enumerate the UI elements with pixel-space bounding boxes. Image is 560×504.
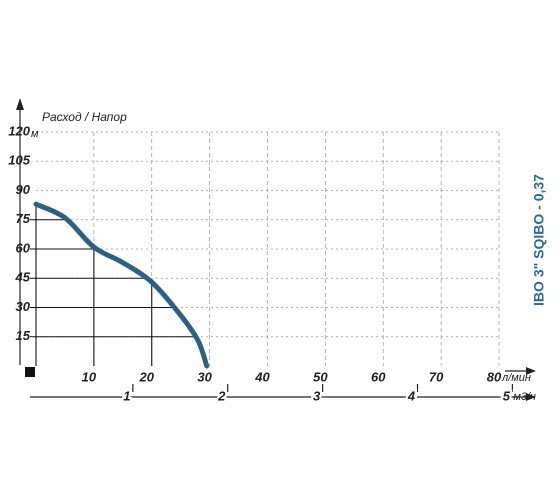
y-tick-label: 45 [15,270,31,285]
y-tick-label: 30 [16,299,31,314]
y-unit: м [31,128,39,140]
y-tick-label: 60 [16,240,31,255]
x-tick-label: 70 [429,369,444,384]
axis-title: Расход / Напор [42,110,127,124]
x2-tick-label: 2 [217,388,226,403]
x-tick-label: 40 [254,369,270,384]
x-tick-label: 50 [313,369,328,384]
x-tick-label: 30 [197,369,212,384]
y-tick-label: 15 [16,328,31,343]
x-tick-label: 20 [139,369,155,384]
x2-tick-label: 4 [407,388,416,403]
x2-tick-label: 5 [503,388,511,403]
chart-title: IBO 3" SQIBO - 0,37 [531,174,547,306]
x2-arrow [526,393,536,401]
y-tick-label: 105 [8,153,30,168]
y-tick-label: 90 [16,182,31,197]
x-arrow [526,367,536,375]
y-tick-label: 75 [16,211,31,226]
y-tick-label: 120 [8,123,30,138]
x-tick-label: 80 [487,369,502,384]
x-tick-label: 10 [82,369,97,384]
x-unit: л/мин [501,372,531,384]
x-tick-label: 60 [371,369,386,384]
x2-tick-label: 3 [313,388,321,403]
x2-unit: м3/ч [513,391,536,403]
x2-tick-label: 1 [123,388,130,403]
y-arrow [16,98,24,110]
pump-curve [33,201,210,369]
origin-marker [25,367,35,377]
